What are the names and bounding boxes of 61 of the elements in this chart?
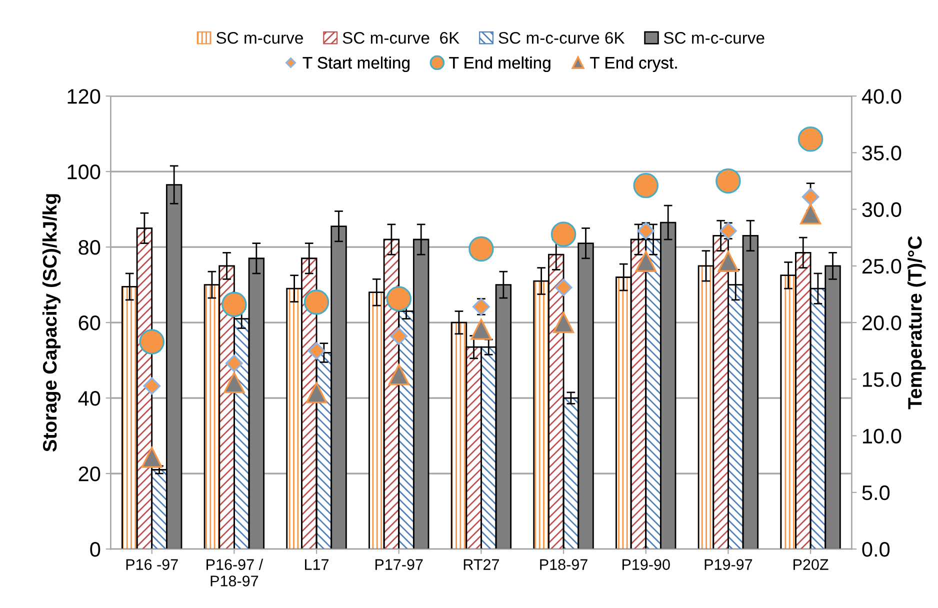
point <box>633 172 659 198</box>
point <box>139 329 164 354</box>
point <box>800 203 822 224</box>
legend-label: SC m-c-curve <box>664 32 764 44</box>
legend-label: T End cryst. <box>590 56 677 72</box>
y-axis-title: Storage Capacity (SC)/kJ/kg <box>42 194 61 452</box>
y2-tick-label: 30.0 <box>862 202 902 218</box>
point <box>716 168 741 194</box>
y2-tick-label: 20.0 <box>862 316 902 330</box>
point <box>222 292 247 318</box>
point <box>306 382 328 404</box>
x-tick-label: P19-90 <box>622 559 670 570</box>
legend-label: SC m-c-curve 6K <box>498 32 625 44</box>
x-tick-label: P18-97 <box>540 559 588 570</box>
y2-tick-label: 0.0 <box>862 542 890 557</box>
point <box>635 250 656 272</box>
point <box>468 236 494 262</box>
point <box>143 377 161 395</box>
legend-label: SC m-curve <box>216 32 303 44</box>
y-tick-label: 120 <box>68 89 100 104</box>
point <box>554 278 572 296</box>
point <box>472 298 490 316</box>
y2-tick-label: 5.0 <box>862 485 890 500</box>
point <box>224 372 245 394</box>
point <box>720 222 737 240</box>
x-tick-label: RT27 <box>464 559 499 570</box>
legend-label: T Start melting <box>302 56 410 72</box>
point <box>308 342 326 360</box>
x-tick-label: L17 <box>305 559 328 570</box>
point <box>802 188 820 206</box>
point <box>304 290 330 315</box>
point <box>388 364 410 386</box>
point <box>718 250 739 272</box>
y2-axis-title: Temperature (T)/°C <box>908 236 926 410</box>
y-tick-label: 0 <box>90 542 100 557</box>
y2-tick-label: 40.0 <box>862 89 902 104</box>
point <box>225 354 243 372</box>
y-tick-label: 20 <box>78 466 100 482</box>
point <box>637 222 655 240</box>
point <box>470 318 492 340</box>
legend-label: T End melting <box>449 56 550 72</box>
point <box>552 312 574 334</box>
point <box>141 446 162 468</box>
y2-tick-label: 25.0 <box>862 258 902 274</box>
y-tick-label: 60 <box>78 316 100 330</box>
point <box>390 327 408 345</box>
y2-tick-label: 35.0 <box>862 146 902 160</box>
x-tick-label: P19-97 <box>704 559 752 570</box>
x-tick-label: P17-97 <box>375 559 423 570</box>
y2-tick-label: 10.0 <box>863 428 902 444</box>
y2-tick-label: 15.0 <box>863 372 902 387</box>
x-tick-label: P20Z <box>794 559 828 570</box>
y-tick-label: 80 <box>78 240 100 255</box>
y-tick-label: 40 <box>78 391 100 406</box>
point <box>550 222 576 247</box>
point <box>386 286 412 312</box>
x-tick-label: P16-97 / P18-97 <box>206 558 264 586</box>
y-tick-label: 100 <box>68 164 100 180</box>
legend-label: SC m-curve 6K <box>342 32 460 44</box>
point <box>798 126 824 152</box>
x-tick-label: P16 -97 <box>126 559 178 570</box>
